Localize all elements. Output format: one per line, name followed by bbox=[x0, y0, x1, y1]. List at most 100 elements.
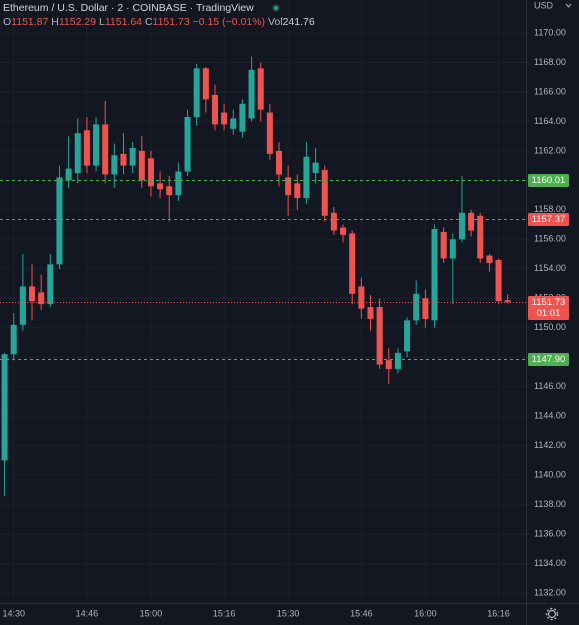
legend-value: 1152.29 bbox=[59, 16, 96, 28]
plot-area bbox=[0, 56, 526, 496]
y-tick-label: 1136.00 bbox=[534, 528, 566, 538]
candle-body bbox=[367, 307, 374, 319]
y-tick-label: 1162.00 bbox=[534, 145, 566, 155]
legend-key: O bbox=[3, 16, 11, 28]
candle-body bbox=[93, 124, 100, 166]
currency-caret bbox=[565, 3, 572, 8]
candle-body bbox=[422, 298, 429, 319]
candle-body bbox=[330, 212, 337, 231]
candle-body bbox=[385, 360, 392, 369]
y-tick-label: 1138.00 bbox=[534, 499, 566, 509]
grid bbox=[0, 0, 526, 603]
legend-value: 1151.64 bbox=[105, 16, 142, 28]
candle-body bbox=[394, 352, 401, 369]
candle-body bbox=[349, 233, 356, 294]
candle-body bbox=[1, 354, 8, 461]
price-label: 1147.90 bbox=[532, 354, 566, 365]
y-tick-label: 1158.00 bbox=[534, 204, 566, 214]
candle-body bbox=[111, 155, 118, 175]
candle-body bbox=[129, 147, 136, 166]
x-tick-label: 15:16 bbox=[213, 608, 236, 618]
candle-body bbox=[285, 177, 292, 196]
candle-body bbox=[449, 239, 456, 259]
candle-body bbox=[175, 171, 182, 196]
candle-body bbox=[74, 133, 81, 174]
candle-body bbox=[458, 212, 465, 240]
candle-body bbox=[166, 186, 173, 196]
x-tick-label: 15:00 bbox=[140, 608, 163, 618]
candle-body bbox=[248, 69, 255, 119]
x-tick-label: 14:46 bbox=[76, 608, 99, 618]
candle-body bbox=[312, 162, 319, 174]
candle-body bbox=[230, 118, 237, 129]
ohlc-legend: O1151.87 H1152.29 L1151.64 C1151.73 −0.1… bbox=[3, 16, 315, 28]
countdown-label: 01:01 bbox=[537, 308, 561, 319]
y-tick-label: 1134.00 bbox=[534, 558, 566, 568]
candle-body bbox=[120, 153, 127, 166]
x-tick-label: 14:30 bbox=[2, 608, 25, 618]
y-tick-label: 1154.00 bbox=[534, 263, 566, 273]
candle-body bbox=[102, 124, 109, 175]
x-tick-label: 16:16 bbox=[487, 608, 510, 618]
candle-body bbox=[294, 183, 301, 199]
candle-body bbox=[83, 130, 90, 166]
candle-body bbox=[404, 320, 411, 352]
candle-body bbox=[47, 264, 54, 305]
candle-body bbox=[431, 228, 438, 321]
y-tick-label: 1146.00 bbox=[534, 381, 566, 391]
legend-change: −0.15 (−0.01%) bbox=[193, 16, 265, 28]
candle-body bbox=[321, 170, 328, 216]
y-tick-label: 1132.00 bbox=[534, 587, 566, 597]
candle-body bbox=[495, 259, 502, 302]
candle-body bbox=[486, 255, 493, 263]
price-label-box bbox=[528, 296, 569, 320]
y-tick-label: 1144.00 bbox=[534, 411, 566, 421]
legend-value: 241.76 bbox=[283, 16, 315, 28]
candle-body bbox=[211, 94, 218, 125]
y-tick-label: 1168.00 bbox=[534, 57, 566, 67]
candle-body bbox=[38, 292, 45, 305]
y-tick-label: 1170.00 bbox=[534, 27, 566, 37]
candle-body bbox=[303, 156, 310, 199]
axes: 1132.00 1134.00 1136.00 1138.00 1140.00 1142.… bbox=[2, 27, 569, 618]
y-tick-label: 1166.00 bbox=[534, 86, 566, 96]
x-tick-label: 15:30 bbox=[277, 608, 300, 618]
y-tick-label: 1156.00 bbox=[534, 234, 566, 244]
price-label: 1157.37 bbox=[532, 214, 566, 225]
candle-body bbox=[468, 212, 475, 231]
candle-body bbox=[376, 307, 383, 365]
legend-key: C bbox=[145, 16, 153, 28]
candle-body bbox=[147, 158, 154, 187]
candle-body bbox=[358, 286, 365, 309]
price-label-box bbox=[528, 353, 569, 366]
x-tick-label: 15:46 bbox=[350, 608, 373, 618]
y-tick-label: 1150.00 bbox=[534, 322, 566, 332]
candle-body bbox=[19, 286, 26, 325]
settings-gear[interactable] bbox=[547, 609, 557, 619]
price-label: 1151.73 bbox=[532, 297, 566, 308]
settings-gear-teeth[interactable] bbox=[545, 607, 559, 621]
currency-label: USD bbox=[534, 0, 554, 10]
candle-body bbox=[340, 227, 347, 235]
legend-value: 1151.73 bbox=[153, 16, 190, 28]
candle-body bbox=[202, 68, 209, 100]
price-label-box bbox=[528, 213, 569, 226]
y-tick-label: 1142.00 bbox=[534, 440, 566, 450]
candle-body bbox=[28, 286, 36, 302]
candle-body bbox=[440, 231, 447, 259]
legend-key: L bbox=[99, 16, 105, 28]
candle-body bbox=[138, 150, 145, 181]
candle-body bbox=[257, 68, 264, 110]
settings-icon[interactable] bbox=[545, 607, 559, 621]
x-tick-label: 16:00 bbox=[414, 608, 437, 618]
candle-body bbox=[221, 112, 228, 125]
candle-body bbox=[504, 300, 511, 303]
candle-body bbox=[193, 68, 200, 118]
candle-body bbox=[56, 177, 63, 265]
candle-body bbox=[157, 183, 164, 190]
candle-body bbox=[239, 103, 246, 132]
candle-body bbox=[413, 293, 420, 321]
candle-body bbox=[477, 215, 484, 259]
